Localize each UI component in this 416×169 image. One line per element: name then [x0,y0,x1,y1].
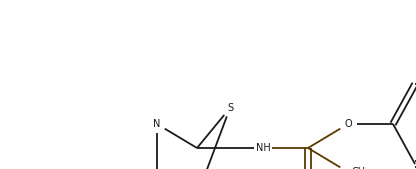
Text: CH₃: CH₃ [352,167,370,169]
Text: S: S [227,103,233,113]
Text: NH: NH [255,143,270,153]
Text: N: N [154,119,161,129]
Text: O: O [344,119,352,129]
